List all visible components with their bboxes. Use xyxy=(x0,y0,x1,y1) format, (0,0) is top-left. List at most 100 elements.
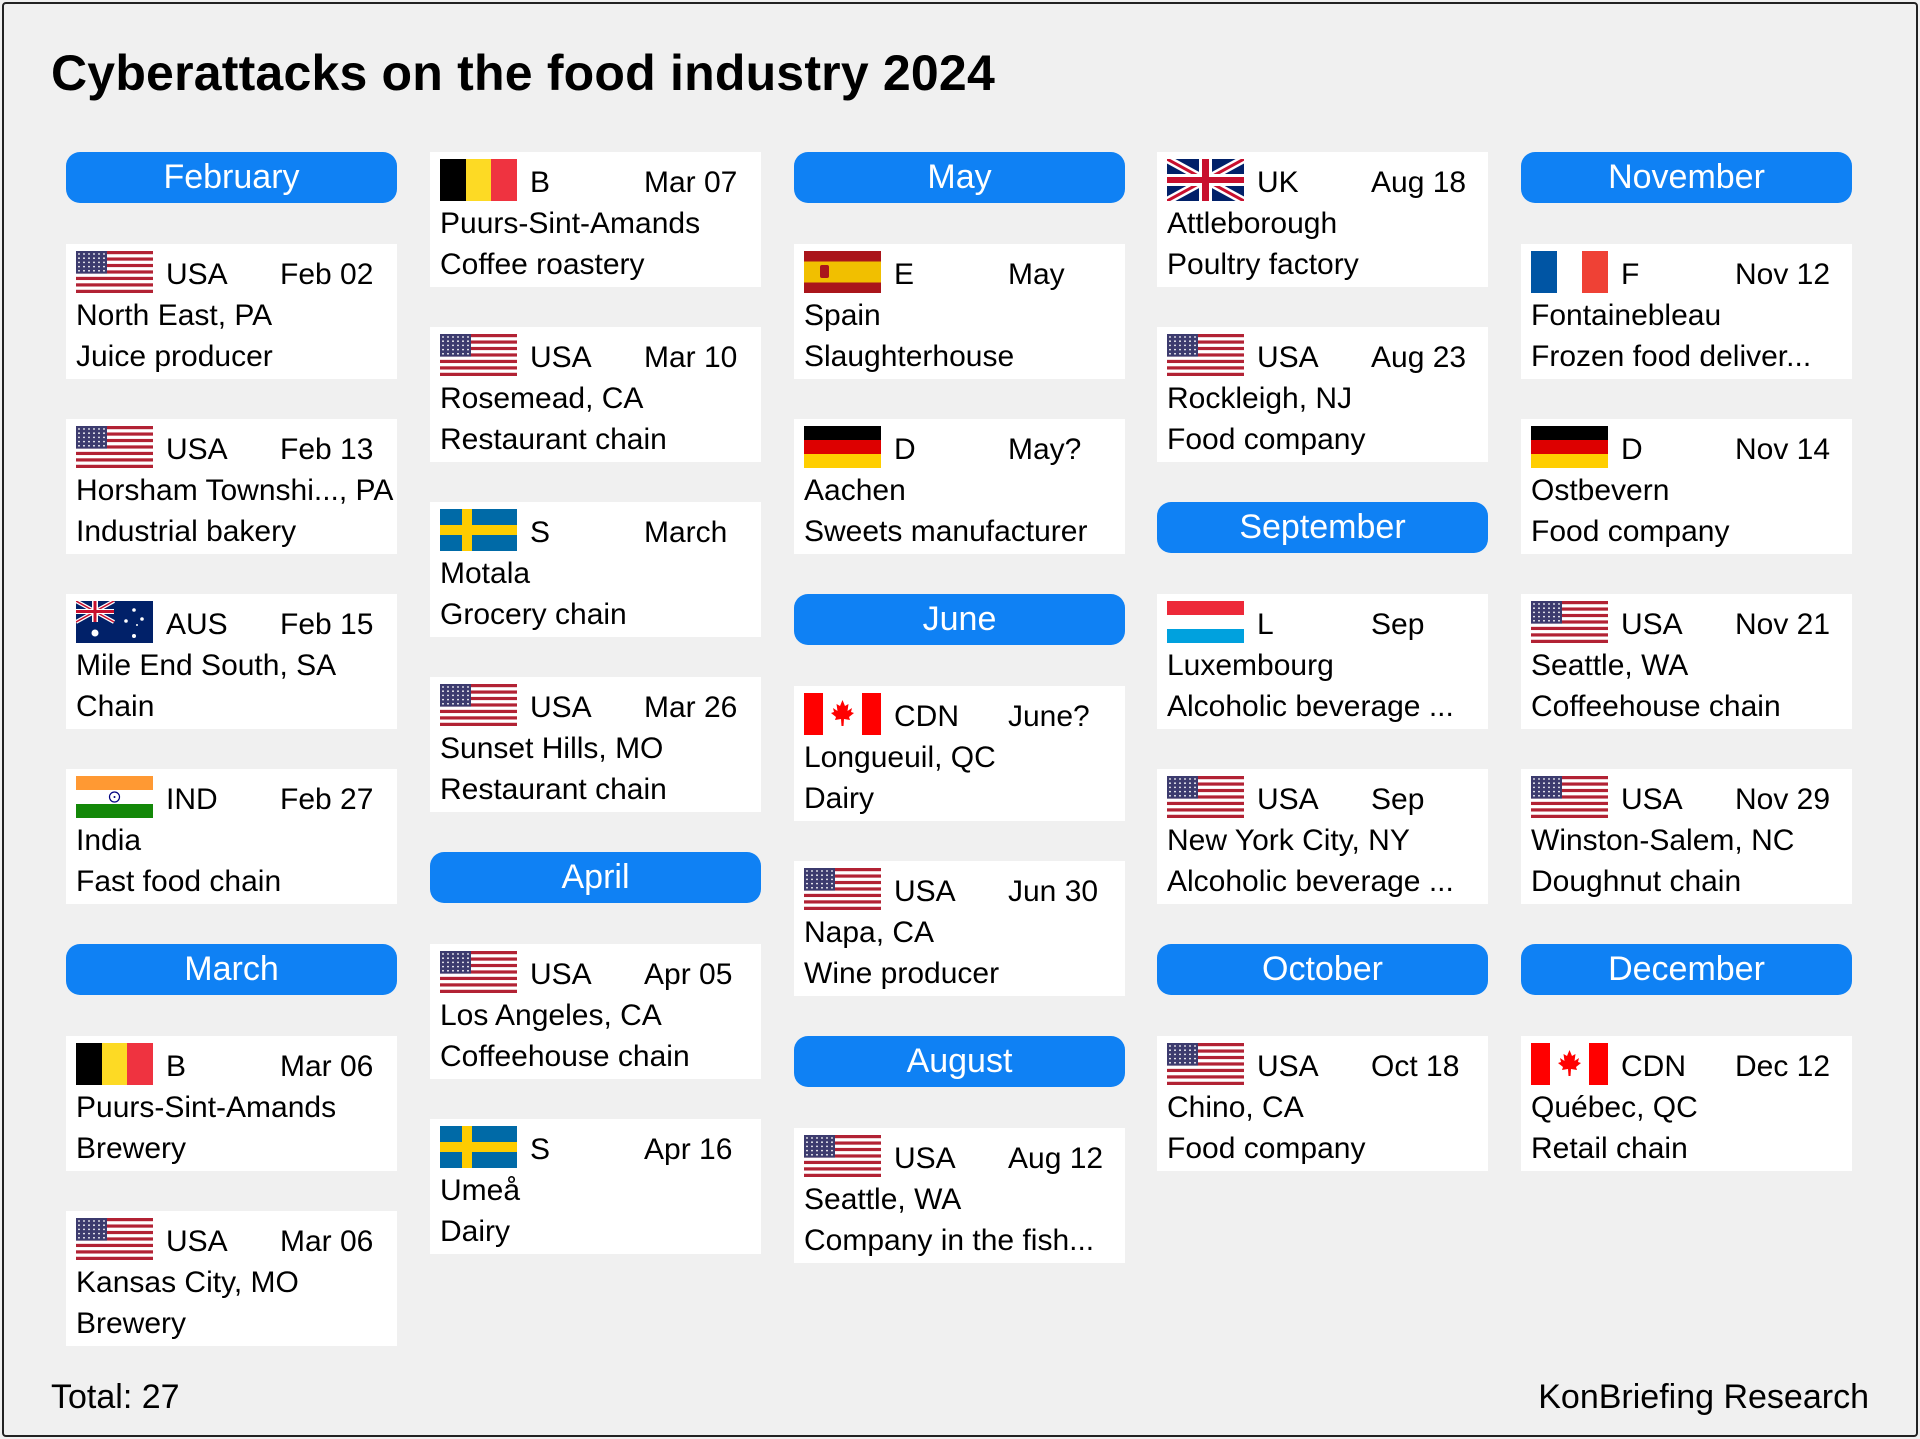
us-flag-icon xyxy=(1167,334,1244,376)
attack-date: Mar 06 xyxy=(280,1225,374,1258)
company-type: Brewery xyxy=(76,1307,187,1340)
page-title: Cyberattacks on the food industry 2024 xyxy=(51,45,995,101)
attack-location: Motala xyxy=(440,557,531,590)
month-header: December xyxy=(1521,944,1852,995)
attack-card: B Mar 07 Puurs-Sint-Amands Coffee roastery xyxy=(430,152,761,287)
month-header: March xyxy=(66,944,397,995)
company-type: Chain xyxy=(76,690,155,723)
attack-location: Québec, QC xyxy=(1531,1091,1698,1124)
country-code: USA xyxy=(1621,608,1683,641)
attack-date: Oct 18 xyxy=(1371,1050,1460,1083)
attack-location: India xyxy=(76,824,142,857)
attack-card: S Apr 16 Umeå Dairy xyxy=(430,1119,761,1254)
company-type: Coffeehouse chain xyxy=(440,1040,690,1073)
attack-date: Sep xyxy=(1371,608,1425,641)
attack-card: USA Apr 05 Los Angeles, CA Coffeehouse chai… xyxy=(430,944,761,1079)
us-flag-icon xyxy=(76,1218,153,1260)
attack-location: Ostbevern xyxy=(1531,474,1670,507)
us-flag-icon xyxy=(76,251,153,293)
country-code: D xyxy=(1621,433,1643,466)
se-flag-icon xyxy=(440,1126,517,1168)
company-type: Food company xyxy=(1167,1132,1366,1165)
attack-card: S March Motala Grocery chain xyxy=(430,502,761,637)
us-flag-icon xyxy=(1531,601,1608,643)
attack-date: Feb 13 xyxy=(280,433,374,466)
country-code: USA xyxy=(530,958,592,991)
company-type: Juice producer xyxy=(76,340,273,373)
attack-date: Dec 12 xyxy=(1735,1050,1831,1083)
be-flag-icon xyxy=(440,159,517,201)
attack-date: Nov 14 xyxy=(1735,433,1831,466)
company-type: Slaughterhouse xyxy=(804,340,1015,373)
us-flag-icon xyxy=(1531,776,1608,818)
attack-card: USA Sep New York City, NY Alcoholic beverag… xyxy=(1157,769,1488,904)
company-type: Coffeehouse chain xyxy=(1531,690,1781,723)
company-type: Fast food chain xyxy=(76,865,282,898)
attack-date: Mar 06 xyxy=(280,1050,374,1083)
attack-location: Napa, CA xyxy=(804,916,935,949)
attack-date: Mar 26 xyxy=(644,691,738,724)
company-type: Brewery xyxy=(76,1132,187,1165)
month-header: August xyxy=(794,1036,1125,1087)
attack-card: UK Aug 18 Attleborough Poultry factory xyxy=(1157,152,1488,287)
month-header: September xyxy=(1157,502,1488,553)
attack-location: Mile End South, SA xyxy=(76,649,337,682)
country-code: L xyxy=(1257,608,1274,641)
attack-date: Nov 12 xyxy=(1735,258,1831,291)
company-type: Retail chain xyxy=(1531,1132,1688,1165)
attack-location: Puurs-Sint-Amands xyxy=(440,207,701,240)
attack-location: Puurs-Sint-Amands xyxy=(76,1091,337,1124)
country-code: USA xyxy=(530,691,592,724)
attack-date: June? xyxy=(1008,700,1090,733)
country-code: USA xyxy=(1257,341,1319,374)
fr-flag-icon xyxy=(1531,251,1608,293)
attack-card: USA Mar 10 Rosemead, CA Restaurant chain xyxy=(430,327,761,462)
month-header: February xyxy=(66,152,397,203)
country-code: IND xyxy=(166,783,218,816)
country-code: S xyxy=(530,516,551,549)
attack-location: Rosemead, CA xyxy=(440,382,644,415)
country-code: USA xyxy=(166,1225,228,1258)
attack-card: USA Oct 18 Chino, CA Food company xyxy=(1157,1036,1488,1171)
attack-card: IND Feb 27 India Fast food chain xyxy=(66,769,397,904)
attack-date: Sep xyxy=(1371,783,1425,816)
us-flag-icon xyxy=(804,1135,881,1177)
company-type: Restaurant chain xyxy=(440,773,667,806)
attack-card: CDN June? Longueuil, QC Dairy xyxy=(794,686,1125,821)
attack-date: Nov 29 xyxy=(1735,783,1831,816)
us-flag-icon xyxy=(440,334,517,376)
attack-location: New York City, NY xyxy=(1167,824,1410,857)
attack-date: Aug 23 xyxy=(1371,341,1467,374)
attack-card: D May? Aachen Sweets manufacturer xyxy=(794,419,1125,554)
month-header: April xyxy=(430,852,761,903)
month-header: June xyxy=(794,594,1125,645)
country-code: USA xyxy=(1257,1050,1319,1083)
us-flag-icon xyxy=(440,951,517,993)
company-type: Restaurant chain xyxy=(440,423,667,456)
company-type: Food company xyxy=(1167,423,1366,456)
attack-date: Jun 30 xyxy=(1008,875,1099,908)
attack-location: Longueuil, QC xyxy=(804,741,996,774)
de-flag-icon xyxy=(804,426,881,468)
es-flag-icon xyxy=(804,251,881,293)
month-header: October xyxy=(1157,944,1488,995)
attack-card: USA Jun 30 Napa, CA Wine producer xyxy=(794,861,1125,996)
attack-date: Feb 02 xyxy=(280,258,374,291)
attack-location: Rockleigh, NJ xyxy=(1167,382,1353,415)
us-flag-icon xyxy=(804,868,881,910)
attack-location: Aachen xyxy=(804,474,906,507)
us-flag-icon xyxy=(440,684,517,726)
attack-card: USA Mar 26 Sunset Hills, MO Restaurant chai… xyxy=(430,677,761,812)
company-type: Alcoholic beverage ... xyxy=(1167,690,1454,723)
attack-date: May xyxy=(1008,258,1065,291)
ca-flag-icon xyxy=(804,693,881,735)
attack-location: Seattle, WA xyxy=(804,1183,962,1216)
attack-location: Horsham Townshi..., PA xyxy=(76,474,394,507)
country-code: AUS xyxy=(166,608,228,641)
attack-date: Aug 12 xyxy=(1008,1142,1104,1175)
in-flag-icon xyxy=(76,776,153,818)
company-type: Grocery chain xyxy=(440,598,627,631)
country-code: F xyxy=(1621,258,1640,291)
attack-card: L Sep Luxembourg Alcoholic beverage ... xyxy=(1157,594,1488,729)
attack-location: North East, PA xyxy=(76,299,273,332)
